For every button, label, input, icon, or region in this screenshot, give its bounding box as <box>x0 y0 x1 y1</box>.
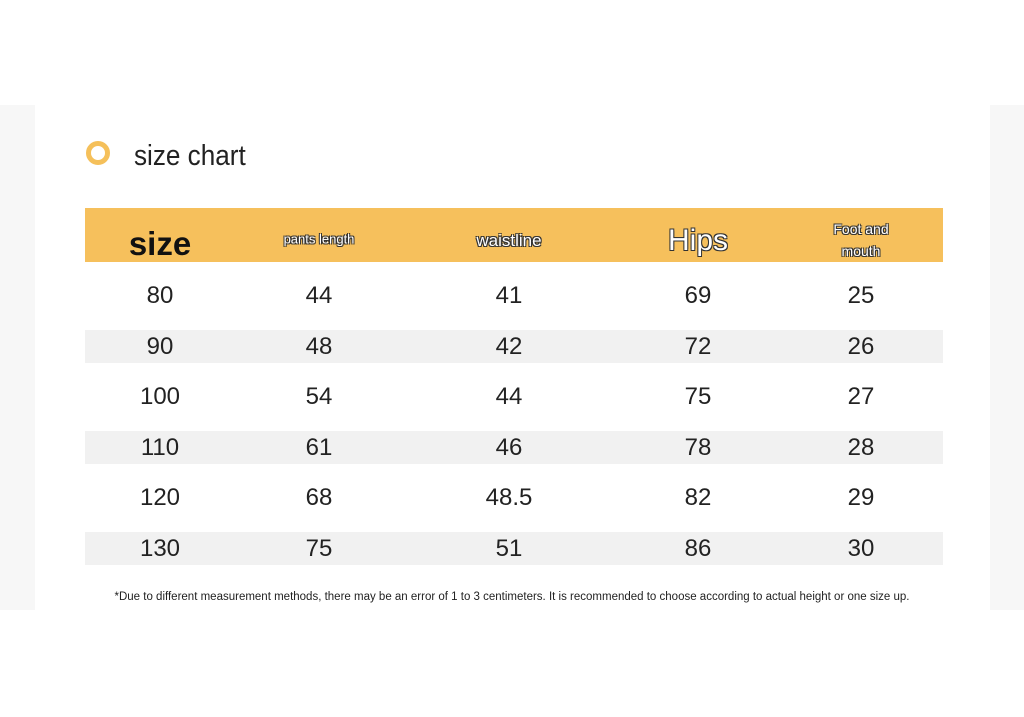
row-stripe <box>85 430 943 464</box>
table-cell: 82 <box>684 484 712 512</box>
column-header: waistline <box>476 231 542 250</box>
table-cell: 42 <box>495 332 523 360</box>
column-header: Hips <box>667 224 729 257</box>
row-stripe <box>85 329 943 363</box>
table-cell: 27 <box>847 383 875 411</box>
title-icon <box>86 141 110 165</box>
table-cell: 25 <box>847 282 875 309</box>
table-cell: 41 <box>495 282 523 309</box>
table-cell: 110 <box>140 433 180 461</box>
table-cell: 90 <box>146 332 174 360</box>
table-cell: 80 <box>146 282 174 309</box>
table-cell: 130 <box>139 535 181 562</box>
table-cell: 30 <box>847 535 875 562</box>
table-cell: 68 <box>305 484 333 512</box>
table-cell: 75 <box>684 383 712 411</box>
table-cell: 28 <box>847 433 875 461</box>
title: size chart <box>134 140 246 172</box>
table-cell: 75 <box>305 535 333 562</box>
table-cell: 26 <box>847 332 875 360</box>
table-cell: 51 <box>495 535 523 562</box>
row-stripe <box>85 532 943 565</box>
table-cell: 54 <box>305 383 333 411</box>
column-header: pants length <box>283 231 355 247</box>
table-cell: 48 <box>305 332 333 360</box>
table-cell: 78 <box>684 433 712 461</box>
table-cell: 48.5 <box>485 484 533 512</box>
table-cell: 46 <box>495 433 523 461</box>
table-cell: 29 <box>847 484 875 512</box>
column-header: size <box>128 225 192 262</box>
table-cell: 86 <box>684 535 712 562</box>
table-cell: 69 <box>684 282 712 309</box>
table-cell: 44 <box>305 282 333 309</box>
table-cell: 120 <box>139 484 181 512</box>
column-header: Foot and mouth <box>833 221 889 259</box>
table-cell: 100 <box>139 383 181 411</box>
table-cell: 44 <box>495 383 523 411</box>
table-cell: 72 <box>684 332 712 360</box>
footnote: *Due to different measurement methods, t… <box>114 591 910 603</box>
table-cell: 61 <box>305 433 333 461</box>
table-header <box>85 208 943 262</box>
